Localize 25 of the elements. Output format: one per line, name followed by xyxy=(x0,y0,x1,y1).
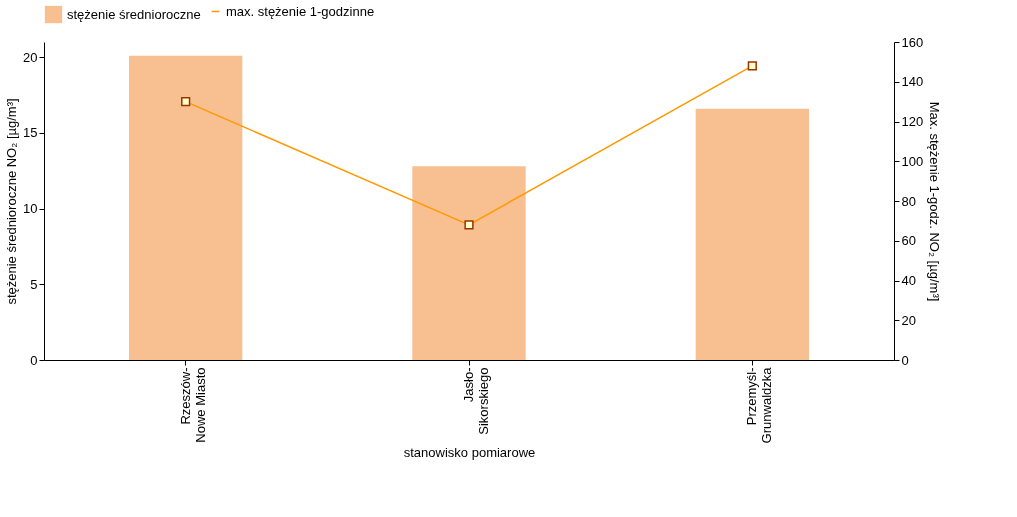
y2-tick-label: 140 xyxy=(901,74,924,90)
x-tick-label: Rzeszów- Nowe Miasto xyxy=(177,367,208,443)
y-tick-label: 15 xyxy=(23,125,38,141)
y-axis-title: stężenie średnioroczne NO₂ [µg/m³] xyxy=(4,98,20,305)
x-axis-title: stanowisko pomiarowe xyxy=(403,445,536,461)
y2-tick-label: 100 xyxy=(901,153,924,169)
x-tick-label: Przemyśl- Grunwaldzka xyxy=(744,366,775,444)
y2-tick-label: 80 xyxy=(901,193,916,209)
y2-tick-label: 20 xyxy=(901,312,916,328)
y-tick-label: 0 xyxy=(30,352,38,368)
bar xyxy=(129,55,243,360)
y2-tick-label: 0 xyxy=(901,352,909,368)
y2-tick-label: 40 xyxy=(901,273,916,288)
y2-tick-label: 120 xyxy=(901,114,924,129)
bar xyxy=(695,108,809,360)
x-tick-label: Jasło- Sikorskiego xyxy=(461,367,491,435)
y2-tick-label: 60 xyxy=(901,233,916,249)
y-tick-label: 10 xyxy=(23,201,38,217)
y2-tick-label: 160 xyxy=(901,34,924,50)
legend-label: stężenie średnioroczne xyxy=(67,6,201,22)
y2-axis-title: Max. stężenie 1-godz. NO₂ [µg/m³] xyxy=(927,101,943,302)
bar xyxy=(412,166,526,360)
y-tick-label: 5 xyxy=(30,276,38,292)
legend-label: max. stężenie 1-godzinne xyxy=(226,3,375,19)
y-tick-label: 20 xyxy=(23,49,38,65)
